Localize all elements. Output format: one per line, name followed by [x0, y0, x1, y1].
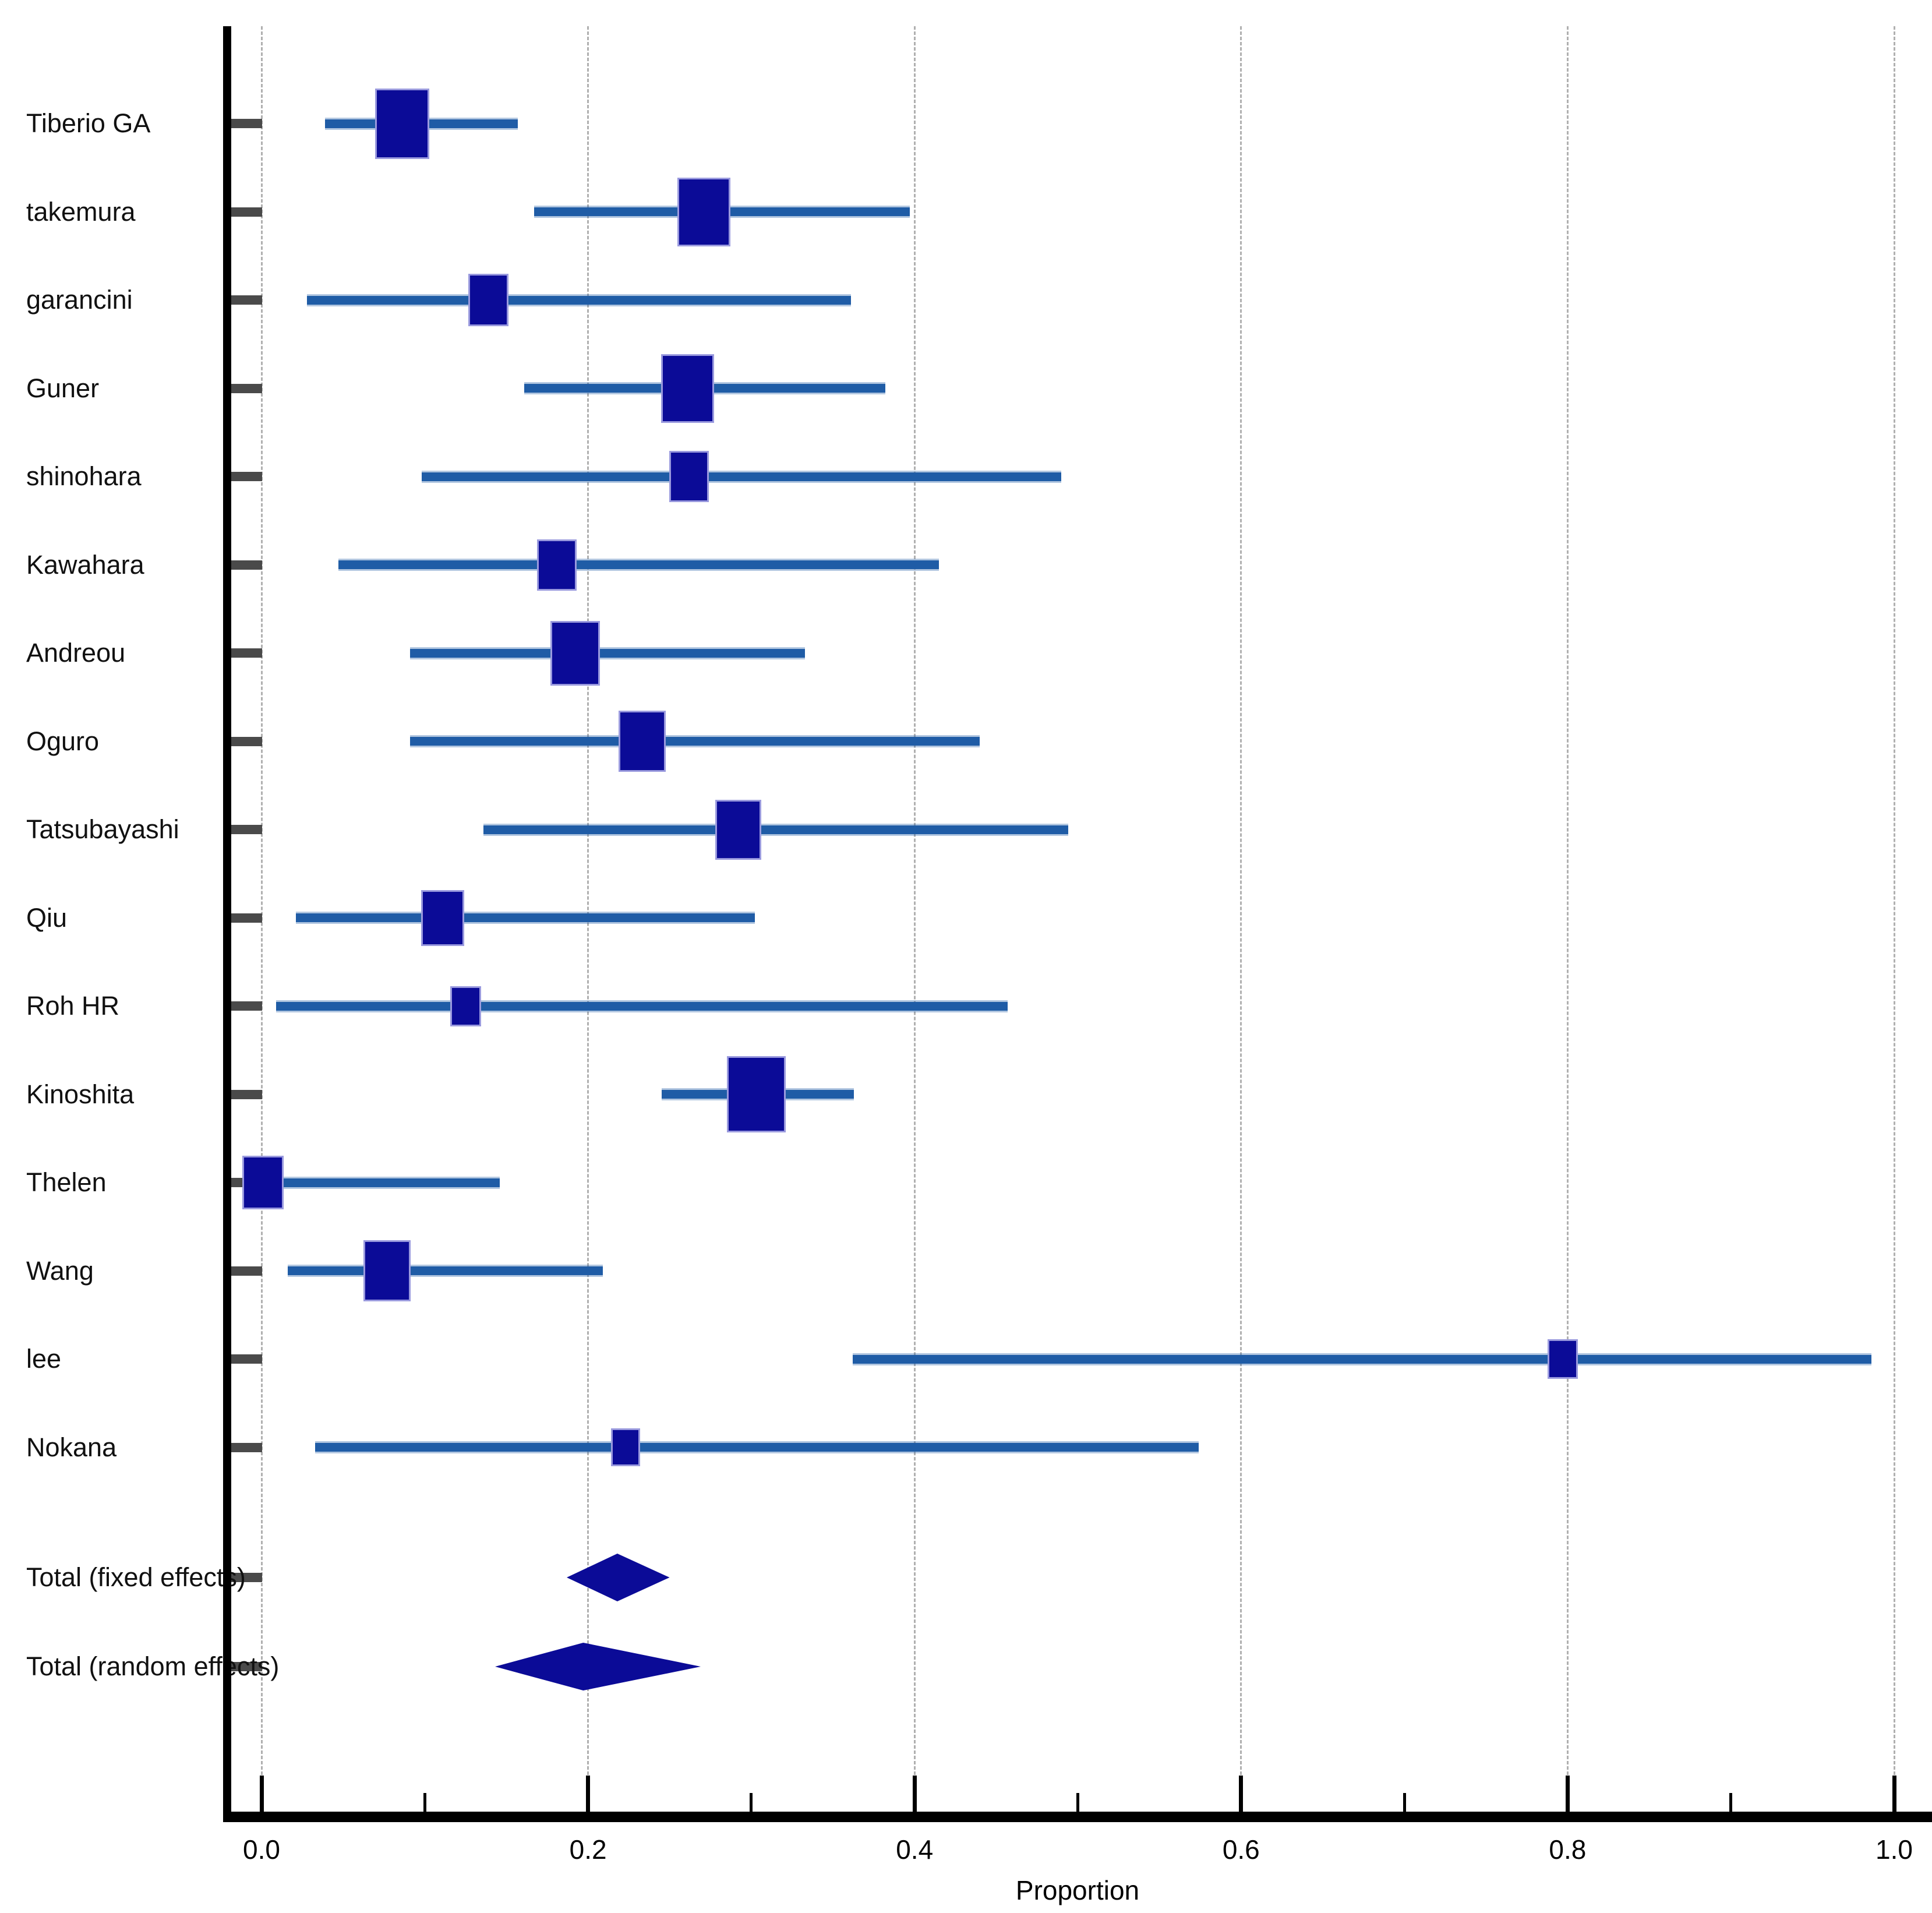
y-axis-tick [231, 1573, 262, 1582]
x-axis-title: Proportion [1015, 1875, 1140, 1905]
x-axis-tick-label: 0.0 [243, 1834, 280, 1865]
study-label: Guner [26, 373, 100, 403]
x-axis-major-tick [1239, 1776, 1244, 1812]
ci-line [410, 737, 980, 746]
ci-line [852, 1354, 1871, 1364]
x-axis-minor-tick [1076, 1793, 1079, 1812]
study-label: Thelen [26, 1167, 107, 1197]
study-label: Wang [26, 1255, 94, 1286]
y-axis-tick [231, 1442, 262, 1452]
x-axis-major-tick [1892, 1776, 1896, 1812]
ci-line [421, 472, 1062, 481]
ci-line [295, 913, 755, 922]
x-axis-major-tick [912, 1776, 917, 1812]
total-label: Total (fixed effects) [26, 1562, 246, 1592]
x-axis-major-tick [1565, 1776, 1570, 1812]
ci-line [262, 1178, 500, 1187]
x-axis-major-tick [259, 1776, 264, 1812]
ci-line [410, 648, 806, 658]
x-axis-tick-label: 0.4 [896, 1834, 934, 1865]
diamond-shape [495, 1643, 701, 1690]
study-marker [669, 451, 709, 502]
study-marker [468, 274, 509, 326]
x-axis-line [223, 1812, 1932, 1822]
study-label: Qiu [26, 902, 68, 933]
y-axis-tick [231, 1662, 262, 1671]
study-marker [677, 177, 731, 246]
x-axis-minor-tick [1729, 1793, 1733, 1812]
study-label: Oguro [26, 726, 100, 756]
x-axis-tick-label: 0.8 [1549, 1834, 1587, 1865]
y-axis-tick [231, 736, 262, 746]
x-gridline [913, 26, 916, 1812]
x-axis-major-tick [586, 1776, 591, 1812]
x-axis-tick-label: 0.6 [1222, 1834, 1260, 1865]
x-gridline [1566, 26, 1569, 1812]
study-marker [661, 354, 715, 423]
study-marker [421, 890, 465, 946]
study-label: Tiberio GA [26, 108, 151, 138]
ci-line [315, 1443, 1199, 1452]
x-axis-minor-tick [750, 1793, 753, 1812]
y-axis-tick [231, 825, 262, 834]
study-marker [618, 711, 666, 772]
y-axis-tick [231, 1266, 262, 1276]
y-axis-tick [231, 119, 262, 128]
study-marker [611, 1428, 641, 1466]
y-axis-tick [231, 1089, 262, 1099]
study-marker [242, 1156, 284, 1209]
total-label: Total (random effects) [26, 1651, 280, 1681]
y-axis-tick [231, 1001, 262, 1011]
study-marker [715, 799, 761, 860]
x-axis-minor-tick [1403, 1793, 1406, 1812]
x-axis-tick-label: 0.2 [569, 1834, 607, 1865]
study-label: Kinoshita [26, 1079, 135, 1109]
total-diamond [567, 1554, 670, 1601]
total-diamond [495, 1643, 701, 1690]
y-axis-tick [231, 295, 262, 305]
x-gridline [1240, 26, 1242, 1812]
ci-line [276, 1001, 1008, 1011]
ci-line [338, 560, 939, 569]
diamond-shape [567, 1554, 670, 1601]
x-axis-minor-tick [423, 1793, 426, 1812]
study-label: Nokana [26, 1432, 117, 1462]
y-axis-line [223, 26, 231, 1822]
study-marker [537, 539, 577, 591]
study-label: Roh HR [26, 991, 120, 1021]
ci-line [483, 825, 1068, 834]
ci-line [287, 1266, 603, 1275]
y-axis-tick [231, 1354, 262, 1364]
ci-line [307, 295, 851, 305]
y-axis-tick [231, 383, 262, 393]
y-axis-tick [231, 648, 262, 658]
study-marker [450, 986, 481, 1026]
study-marker [550, 620, 600, 686]
study-marker [726, 1056, 786, 1132]
study-label: Tatsubayashi [26, 814, 179, 844]
y-axis-tick [231, 560, 262, 570]
study-marker [375, 88, 429, 159]
y-axis-tick [231, 913, 262, 923]
study-marker [1547, 1339, 1578, 1379]
study-label: Kawahara [26, 549, 144, 580]
x-gridline [1893, 26, 1895, 1812]
study-marker [363, 1240, 411, 1301]
y-axis-tick [231, 472, 262, 481]
study-label: Andreou [26, 638, 126, 668]
study-label: lee [26, 1344, 62, 1374]
x-axis-tick-label: 1.0 [1876, 1834, 1913, 1865]
y-axis-tick [231, 207, 262, 217]
study-label: garancini [26, 285, 133, 315]
study-label: shinohara [26, 461, 142, 491]
study-label: takemura [26, 196, 136, 227]
